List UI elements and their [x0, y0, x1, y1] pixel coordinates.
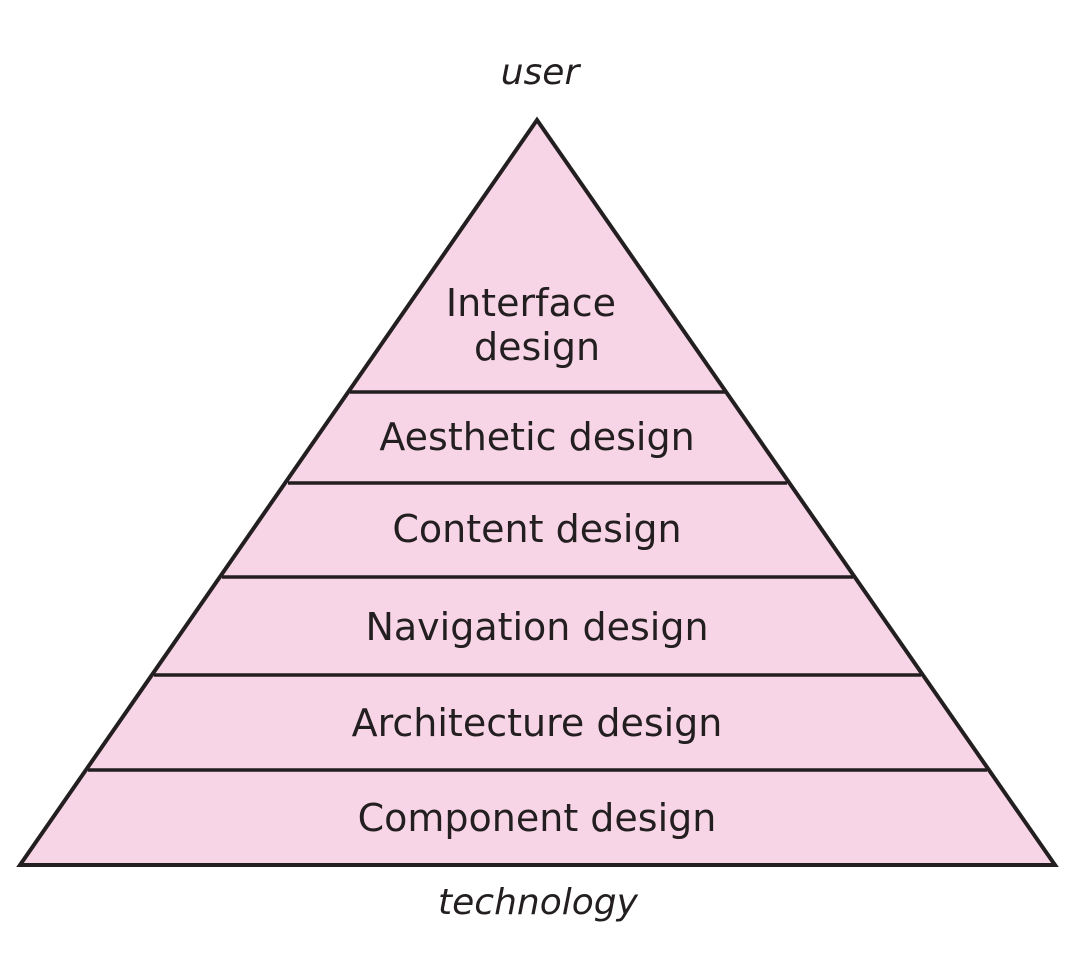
layer-label-architecture-design: Architecture design — [352, 701, 723, 745]
bottom-label-technology: technology — [438, 882, 639, 923]
layer-label-interface-design: Interface design — [446, 281, 628, 369]
layer-label-navigation-design: Navigation design — [365, 605, 708, 649]
layer-label-content-design: Content design — [392, 507, 681, 551]
layer-label-component-design: Component design — [358, 796, 717, 840]
pyramid-shape — [16, 116, 1059, 867]
layer-label-interface-line-2: design — [474, 325, 600, 369]
layer-label-interface-line-1: Interface — [446, 281, 616, 325]
top-label-user: user — [501, 52, 582, 93]
layer-label-aesthetic-design: Aesthetic design — [379, 415, 694, 459]
